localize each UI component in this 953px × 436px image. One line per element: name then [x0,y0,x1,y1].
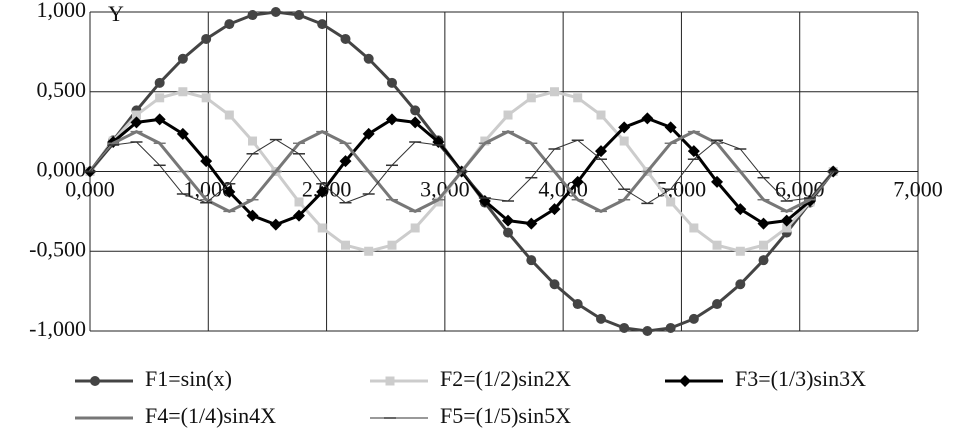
data-point [410,223,420,233]
data-point [571,175,584,188]
data-point [550,87,560,97]
data-point [642,326,653,336]
data-point [503,110,513,120]
data-point [153,113,166,126]
data-point [247,10,258,21]
y-tick-label: -0,500 [29,236,86,261]
data-point [689,223,699,233]
data-point [503,227,514,238]
legend-marker [385,376,395,386]
data-point [666,197,676,207]
data-point [433,197,443,207]
data-point [759,240,769,250]
data-point [594,145,607,158]
data-point [619,136,629,146]
data-point [246,209,259,222]
data-point [340,240,350,250]
x-tick-label: 5,000 [657,177,707,202]
legend-label: F5=(1/5)sin5X [440,403,571,428]
data-point [711,175,724,188]
data-point [317,223,327,233]
legend-marker [90,376,100,386]
data-point [155,93,165,103]
y-tick-label: 0,000 [37,157,87,182]
y-axis-label: Y [108,1,124,26]
data-point [224,110,234,120]
data-point [294,197,304,207]
data-point [201,33,212,44]
data-point [223,185,236,198]
x-tick-label: 2,000 [302,177,352,202]
data-point [409,116,422,129]
data-point [270,7,281,17]
data-point [200,155,213,168]
data-point [363,53,374,64]
data-point [664,121,677,134]
data-point [340,33,351,44]
data-point [526,255,537,266]
data-point [176,127,189,140]
data-point [758,255,769,266]
data-point [410,105,421,116]
data-point [757,217,770,230]
x-tick-label: 7,000 [893,177,943,202]
data-point [177,53,188,64]
data-point [339,155,352,168]
data-point [294,10,305,21]
data-point [782,223,792,233]
data-point [130,116,143,129]
data-point [362,127,375,140]
data-point [687,145,700,158]
data-point [572,299,583,310]
data-point [178,87,188,97]
data-point [780,214,793,227]
legend-marker [679,375,691,387]
legend-label: F1=sin(x) [145,366,232,391]
data-point [734,203,747,216]
data-point [573,93,583,103]
data-point [548,203,561,216]
x-tick-label: 3,000 [420,177,470,202]
data-point [549,279,560,290]
data-point [385,113,398,126]
data-point [619,322,630,333]
data-point [248,136,258,146]
data-point [735,279,746,290]
data-point [224,19,235,30]
data-point [387,240,397,250]
data-point [712,240,722,250]
x-tick-label: 0,000 [65,177,115,202]
data-point [712,299,723,310]
data-point [317,19,328,30]
data-point [201,93,211,103]
data-point [502,214,515,227]
data-point [269,218,282,231]
data-point [316,185,329,198]
data-point [154,77,165,88]
legend-label: F2=(1/2)sin2X [440,366,571,391]
data-point [526,93,536,103]
data-point [293,209,306,222]
data-point [641,112,654,125]
data-point [735,246,745,256]
data-point [596,110,606,120]
data-point [131,110,141,120]
data-point [386,77,397,88]
legend-label: F4=(1/4)sin4X [145,403,276,428]
data-point [665,322,676,333]
data-point [688,313,699,324]
data-point [480,136,490,146]
data-point [525,217,538,230]
data-point [618,121,631,134]
y-tick-label: -1,000 [29,316,86,341]
legend-label: F3=(1/3)sin3X [735,366,866,391]
y-tick-label: 0,500 [37,77,87,102]
data-point [595,313,606,324]
y-tick-label: 1,000 [37,0,87,22]
data-point [364,246,374,256]
